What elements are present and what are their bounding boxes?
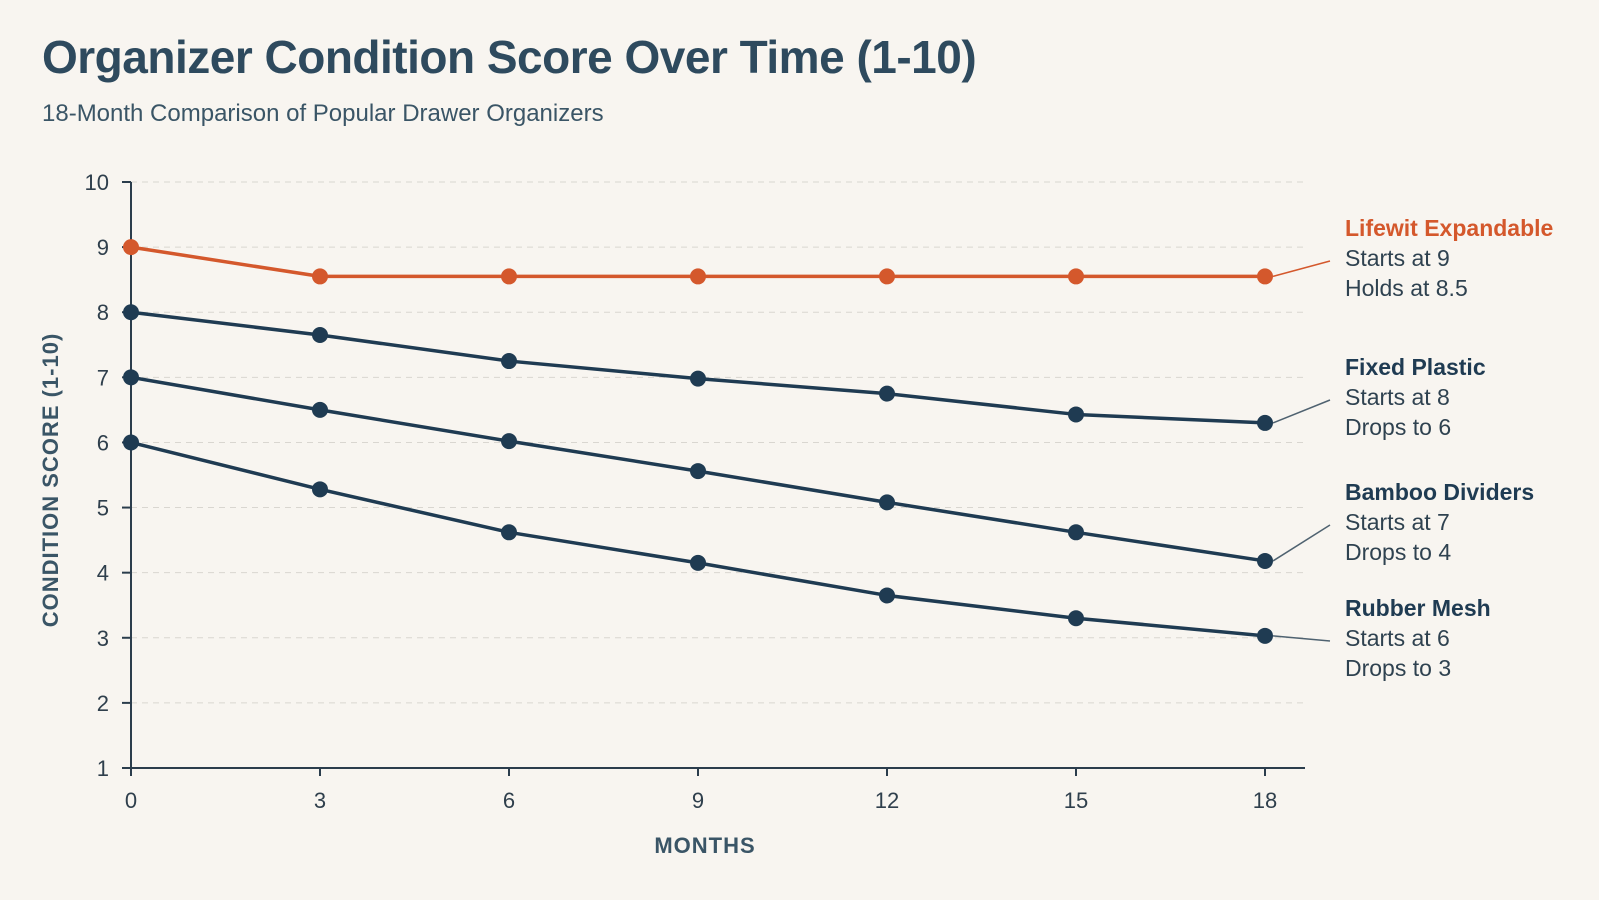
data-point bbox=[1068, 610, 1084, 627]
y-tick-label: 4 bbox=[97, 561, 109, 586]
y-tick-label: 8 bbox=[97, 300, 109, 325]
data-point bbox=[312, 268, 328, 285]
data-point bbox=[690, 370, 706, 387]
data-point bbox=[123, 239, 139, 256]
series-note: Drops to 4 bbox=[1345, 539, 1451, 565]
series-note: Starts at 8 bbox=[1345, 384, 1450, 410]
annotation-leader bbox=[1272, 635, 1331, 642]
data-point bbox=[1257, 627, 1273, 644]
y-tick-label: 9 bbox=[97, 235, 109, 260]
data-point bbox=[690, 463, 706, 480]
data-point bbox=[879, 494, 895, 511]
data-point bbox=[879, 268, 895, 285]
x-tick-label: 3 bbox=[314, 788, 326, 813]
data-point bbox=[312, 481, 328, 498]
x-tick-label: 9 bbox=[692, 788, 704, 813]
series-label: Bamboo Dividers bbox=[1345, 479, 1534, 505]
data-point bbox=[1068, 524, 1084, 541]
chart-subtitle: 18-Month Comparison of Popular Drawer Or… bbox=[42, 100, 604, 127]
data-point bbox=[312, 401, 328, 418]
data-point bbox=[501, 524, 517, 541]
y-tick-label: 1 bbox=[97, 756, 109, 781]
series-note: Drops to 3 bbox=[1345, 655, 1451, 681]
data-point bbox=[501, 433, 517, 450]
y-tick-label: 3 bbox=[97, 626, 109, 651]
chart-title: Organizer Condition Score Over Time (1-1… bbox=[42, 31, 977, 83]
y-tick-label: 7 bbox=[97, 365, 109, 390]
data-point bbox=[690, 268, 706, 285]
y-tick-label: 10 bbox=[85, 170, 109, 195]
y-tick-label: 2 bbox=[97, 691, 109, 716]
x-tick-label: 6 bbox=[503, 788, 515, 813]
series-label: Rubber Mesh bbox=[1345, 595, 1491, 621]
x-tick-label: 15 bbox=[1064, 788, 1088, 813]
annotation-leader bbox=[1272, 399, 1331, 424]
y-tick-label: 5 bbox=[97, 496, 109, 521]
series-note: Starts at 7 bbox=[1345, 509, 1450, 535]
data-point bbox=[501, 353, 517, 370]
y-axis-title: CONDITION SCORE (1-10) bbox=[38, 333, 63, 628]
x-axis-title: MONTHS bbox=[654, 833, 755, 858]
data-point bbox=[123, 434, 139, 451]
data-point bbox=[1257, 552, 1273, 569]
data-point bbox=[690, 554, 706, 571]
y-tick-label: 6 bbox=[97, 430, 109, 455]
series-label: Lifewit Expandable bbox=[1345, 215, 1553, 241]
annotation-leader bbox=[1272, 524, 1331, 562]
series-note: Drops to 6 bbox=[1345, 414, 1451, 440]
data-point bbox=[501, 268, 517, 285]
series-note: Starts at 9 bbox=[1345, 245, 1450, 271]
annotation-leader bbox=[1272, 260, 1331, 278]
series-note: Starts at 6 bbox=[1345, 625, 1450, 651]
data-point bbox=[1068, 268, 1084, 285]
series-note: Holds at 8.5 bbox=[1345, 275, 1468, 301]
data-point bbox=[879, 385, 895, 402]
x-tick-label: 0 bbox=[125, 788, 137, 813]
data-point bbox=[123, 304, 139, 321]
data-point bbox=[1257, 414, 1273, 431]
data-point bbox=[1068, 406, 1084, 423]
data-point bbox=[312, 327, 328, 344]
x-tick-label: 18 bbox=[1253, 788, 1277, 813]
data-point bbox=[1257, 268, 1273, 285]
data-point bbox=[123, 369, 139, 386]
x-tick-label: 12 bbox=[875, 788, 899, 813]
series-label: Fixed Plastic bbox=[1345, 354, 1486, 380]
data-point bbox=[879, 587, 895, 604]
